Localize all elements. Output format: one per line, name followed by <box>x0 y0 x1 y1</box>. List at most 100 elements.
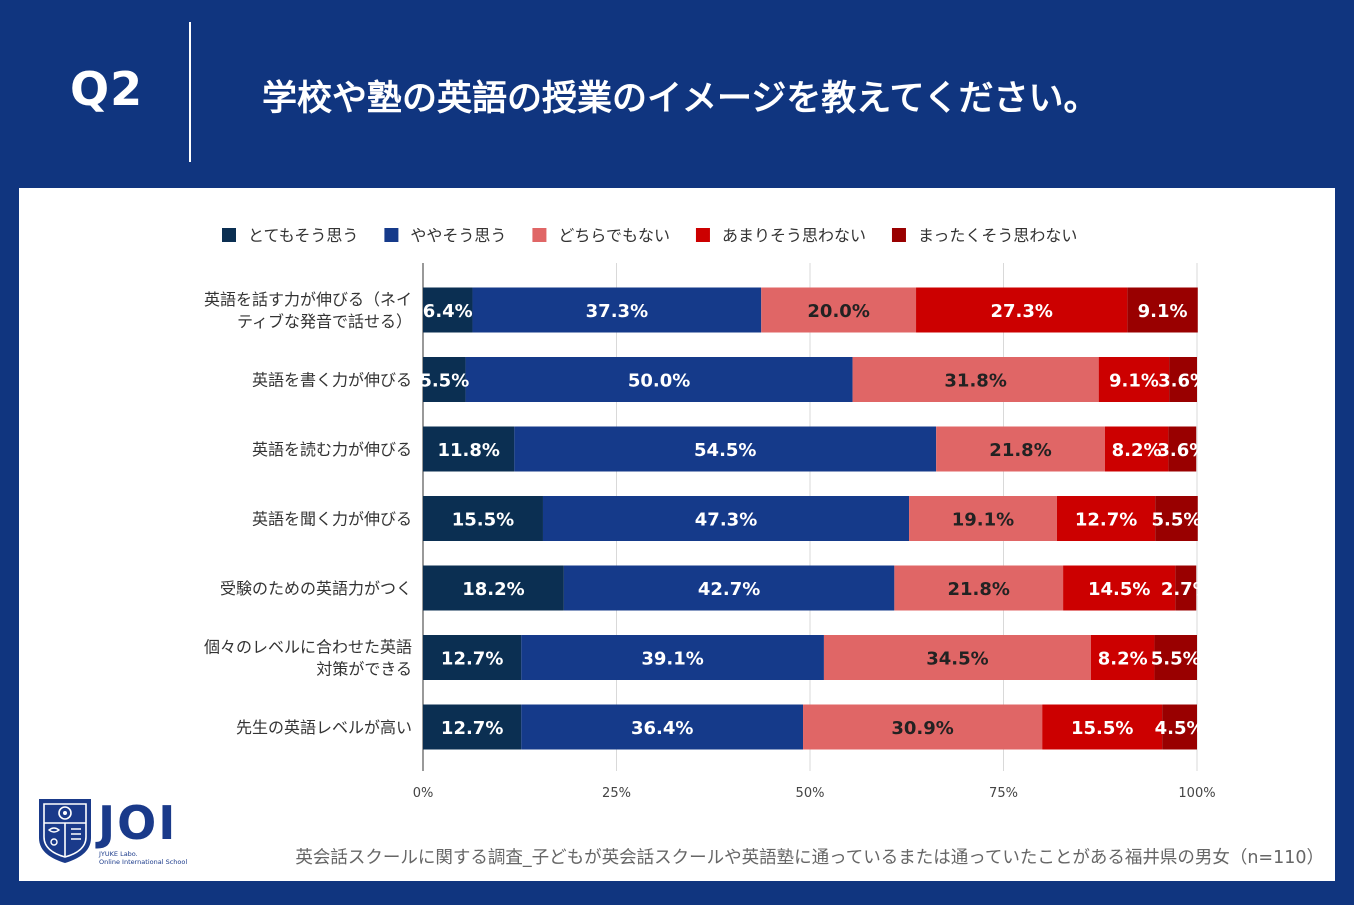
bar-segment <box>472 287 762 333</box>
bar-value-label: 11.8% <box>437 440 499 461</box>
bar-value-label: 50.0% <box>628 371 690 392</box>
bar-segment <box>823 635 1091 680</box>
bar-segment <box>916 287 1128 333</box>
bar-value-label: 8.2% <box>1112 440 1162 461</box>
bar-value-label: 15.5% <box>452 510 514 531</box>
bar-value-label: 4.5% <box>1155 718 1205 739</box>
logo-wordmark: JOI <box>98 796 178 850</box>
bar-segment <box>1127 287 1198 333</box>
bar-segment <box>423 704 522 750</box>
legend-swatch <box>891 228 906 242</box>
bar-value-label: 3.6% <box>1157 440 1207 461</box>
bar-segment <box>1104 426 1169 472</box>
bar-segment <box>423 565 564 611</box>
bar-segment <box>909 496 1057 541</box>
bar-value-label: 12.7% <box>441 649 503 670</box>
bar-value-label: 39.1% <box>641 649 703 670</box>
bar-value-label: 5.5% <box>1151 649 1201 670</box>
bar-value-label: 5.5% <box>419 371 469 392</box>
bar-value-label: 19.1% <box>952 510 1014 531</box>
bar-segment <box>1162 704 1197 750</box>
category-label: 対策ができる <box>316 660 412 679</box>
bar-segment <box>521 704 804 750</box>
bar-value-label: 21.8% <box>948 579 1010 600</box>
bar-value-label: 27.3% <box>990 301 1052 322</box>
bar-value-label: 6.4% <box>423 301 473 322</box>
bar-value-label: 31.8% <box>944 371 1006 392</box>
legend-label: あまりそう思わない <box>722 226 866 245</box>
bar-segment <box>1056 496 1156 541</box>
legend-label: どちらでもない <box>558 226 670 245</box>
bar-value-label: 5.5% <box>1152 510 1202 531</box>
bar-value-label: 2.7% <box>1161 579 1211 600</box>
bar-segment <box>803 704 1043 750</box>
survey-footnote: 英会話スクールに関する調査_子どもが英会話スクールや英語塾に通っているまたは通っ… <box>295 848 1324 868</box>
bar-value-label: 21.8% <box>989 440 1051 461</box>
question-number: Q2 <box>70 62 144 116</box>
legend-swatch <box>695 228 710 242</box>
category-label: 個々のレベルに合わせた英語 <box>204 638 412 657</box>
bar-segment <box>1168 426 1197 472</box>
bar-value-label: 54.5% <box>694 440 756 461</box>
bar-segment <box>1154 635 1197 680</box>
bar-value-label: 37.3% <box>586 301 648 322</box>
bar-value-label: 47.3% <box>695 510 757 531</box>
bar-value-label: 12.7% <box>441 718 503 739</box>
bar-segment <box>936 426 1105 472</box>
legend-label: とてもそう思う <box>248 226 358 245</box>
category-label: ティブな発音で話せる） <box>237 312 412 331</box>
bar-segment <box>423 287 473 333</box>
bar-segment <box>563 565 895 611</box>
category-label: 受験のための英語力がつく <box>220 579 412 598</box>
bar-segment <box>1042 704 1163 750</box>
bar-segment <box>1063 565 1176 611</box>
bar-value-label: 42.7% <box>698 579 760 600</box>
bar-segment <box>542 496 910 541</box>
category-label: 先生の英語レベルが高い <box>236 718 412 737</box>
bar-segment <box>521 635 824 680</box>
x-tick-label: 100% <box>1178 786 1215 801</box>
bar-value-label: 18.2% <box>462 579 524 600</box>
bar-segment <box>423 357 466 402</box>
bar-segment <box>423 635 522 680</box>
bar-value-label: 20.0% <box>807 301 869 322</box>
legend-swatch <box>384 228 399 242</box>
bar-segment <box>423 426 515 472</box>
legend-swatch <box>532 228 547 242</box>
bar-value-label: 36.4% <box>631 718 693 739</box>
bar-value-label: 14.5% <box>1088 579 1150 600</box>
header-divider <box>189 22 191 162</box>
bar-segment <box>465 357 853 402</box>
bar-segment <box>514 426 937 472</box>
bar-segment <box>1090 635 1155 680</box>
header: Q2 学校や塾の英語の授業のイメージを教えてください。 <box>0 0 1354 188</box>
legend-label: まったくそう思わない <box>918 226 1077 245</box>
legend-swatch <box>222 228 236 242</box>
bar-value-label: 12.7% <box>1075 510 1137 531</box>
x-tick-label: 75% <box>989 786 1018 801</box>
bar-segment <box>761 287 917 333</box>
legend-label: ややそう思う <box>410 226 506 245</box>
bar-segment <box>423 496 543 541</box>
x-tick-label: 50% <box>796 786 825 801</box>
x-tick-label: 0% <box>413 786 434 801</box>
bar-segment <box>1175 565 1197 611</box>
bar-value-label: 9.1% <box>1138 301 1188 322</box>
joi-logo <box>36 796 236 868</box>
x-tick-label: 25% <box>602 786 631 801</box>
question-title: 学校や塾の英語の授業のイメージを教えてください。 <box>262 79 1099 119</box>
bar-segment <box>852 357 1099 402</box>
shield-icon <box>39 799 91 863</box>
category-label: 英語を読む力が伸びる <box>252 440 412 459</box>
category-label: 英語を聞く力が伸びる <box>252 510 412 529</box>
bar-segment <box>894 565 1064 611</box>
bar-segment <box>1155 496 1198 541</box>
bar-segment <box>1169 357 1197 402</box>
bar-value-label: 15.5% <box>1071 718 1133 739</box>
bar-value-label: 34.5% <box>926 649 988 670</box>
bar-value-label: 3.6% <box>1158 371 1208 392</box>
category-label: 英語を話す力が伸びる（ネイ <box>204 290 412 309</box>
bar-segment <box>1098 357 1170 402</box>
bar-value-label: 8.2% <box>1098 649 1148 670</box>
